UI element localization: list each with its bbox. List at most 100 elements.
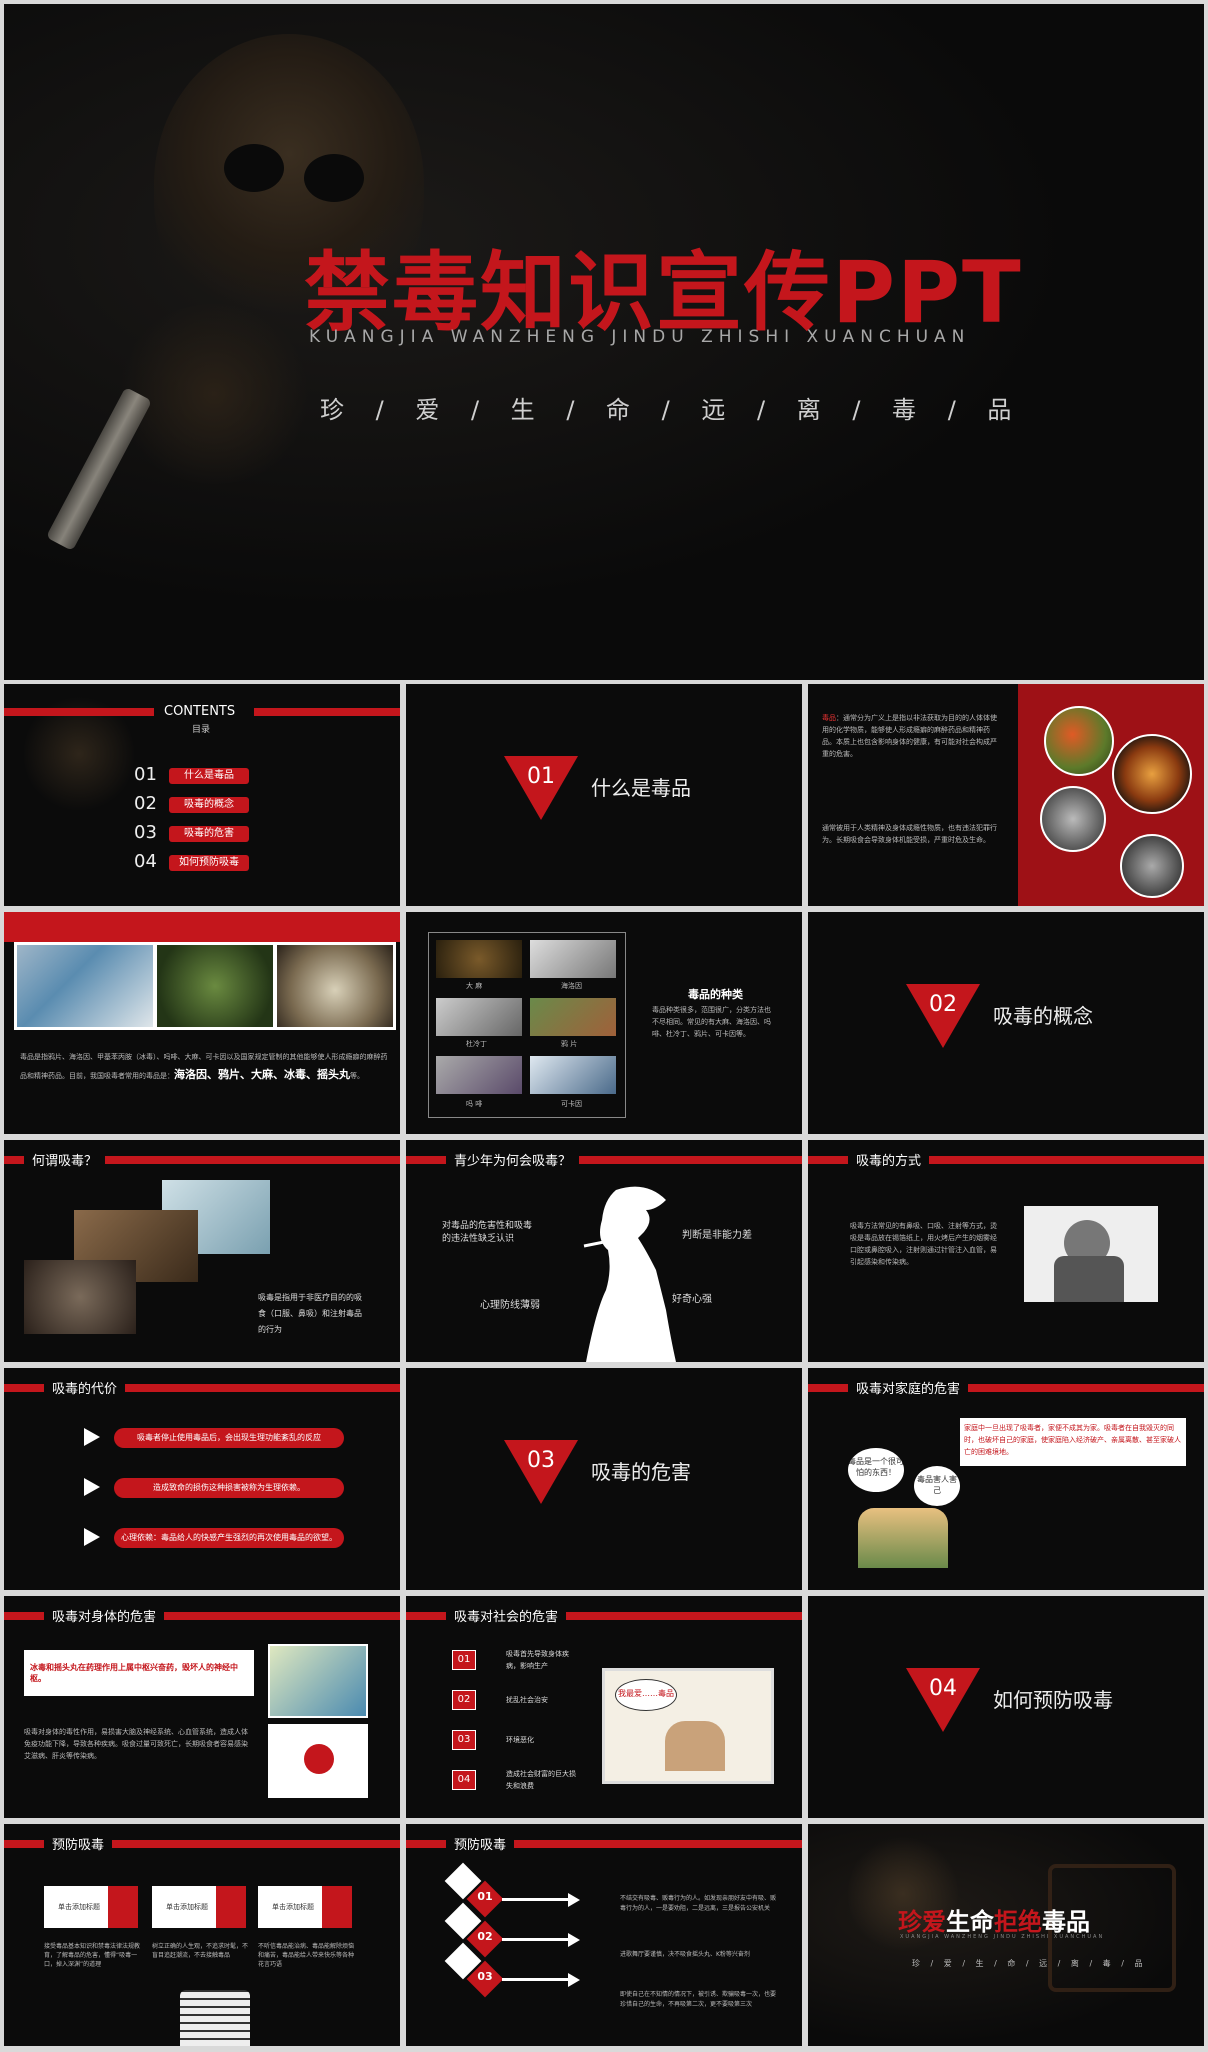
arrow-line	[502, 1898, 572, 1901]
slide-ending[interactable]: 珍爱生命拒绝毒品 XUANGJIA WANZHENG JINDU ZHISHI …	[808, 1824, 1204, 2046]
slide-section-02[interactable]: 02 吸毒的概念	[808, 912, 1204, 1134]
pinyin-subtitle: KUANGJIA WANZHENG JINDU ZHISHI XUANCHUAN	[309, 327, 971, 347]
pethidine-thumb	[436, 998, 522, 1036]
drug-stack-cartoon	[180, 1990, 250, 2046]
slide-what-is-use[interactable]: 何谓吸毒？ 吸毒是指用于非医疗目的的吸食（口服、鼻吸）和注射毒品的行为	[4, 1140, 400, 1362]
skull-eye	[224, 144, 284, 192]
slide-drug-intro[interactable]: 毒品是指鸦片、海洛因、甲基苯丙胺（冰毒）、吗啡、大麻、可卡因以及国家规定管制的其…	[4, 912, 400, 1134]
slide-youth-reasons[interactable]: 青少年为何会吸毒？ 对毒品的危害性和吸毒的违法性缺乏认识 判断是非能力差 好奇心…	[406, 1140, 802, 1362]
cost-item: 心理依赖：毒品给人的快感产生强烈的再次使用毒品的欲望。	[114, 1528, 344, 1548]
definition-text: 毒品：通常分为广义上是指以非法获取为目的的人体体使用的化学物质，能够使人形成瘾癖…	[822, 714, 997, 758]
family-text: 家庭中一旦出现了吸毒者，家便不成其为家。吸毒者在自我毁灭的同时，也破坏自己的家庭…	[960, 1418, 1186, 1466]
step-text: 不结交有吸毒、贩毒行为的人。如发现亲朋好友中有吸、贩毒行为的人，一是要劝阻，二是…	[620, 1895, 777, 1912]
section-triangle	[504, 756, 578, 820]
header-bar	[406, 1612, 802, 1620]
arrow-line	[502, 1938, 572, 1941]
opium-thumb	[530, 998, 616, 1036]
method-text: 吸毒方法常见的有鼻吸、口吸、注射等方式，烫吸是毒品放在锡箔纸上，用火烤后产生的烟…	[850, 1222, 997, 1266]
slide-society-harm[interactable]: 吸毒对社会的危害 01 吸毒首先导致身体疾病，影响生产 02 扰乱社会治安 03…	[406, 1596, 802, 1818]
slide-section-04[interactable]: 04 如何预防吸毒	[808, 1596, 1204, 1818]
contents-item[interactable]: 吸毒的概念	[169, 797, 249, 813]
section-triangle	[504, 1440, 578, 1504]
play-arrow-icon	[84, 1528, 100, 1546]
header-bar	[406, 1840, 802, 1848]
drug-powder-photo	[1112, 734, 1192, 814]
slide-header: 何谓吸毒？	[24, 1150, 106, 1169]
what-is-text: 吸毒是指用于非医疗目的的吸食（口服、鼻吸）和注射毒品的行为	[258, 1293, 362, 1334]
thumb-caption: 杜冷丁	[466, 1040, 487, 1048]
header-bar	[4, 708, 154, 716]
contents-item[interactable]: 什么是毒品	[169, 768, 249, 784]
cannabis-thumb	[436, 940, 522, 978]
slide-family-harm[interactable]: 吸毒对家庭的危害 家庭中一旦出现了吸毒者，家便不成其为家。吸毒者在自我毁灭的同时…	[808, 1368, 1204, 1590]
step-text: 即使自己在不知情的情况下，被引诱、欺骗吸毒一次，也要珍惜自己的生命，不再吸第二次…	[620, 1991, 777, 2008]
header-bar	[406, 1156, 802, 1164]
reason-label: 判断是非能力差	[682, 1230, 752, 1241]
morphine-thumb	[436, 1056, 522, 1094]
speech-bubble: 毒品害人害己	[914, 1466, 960, 1506]
contents-num: 02	[134, 793, 157, 814]
thumb-caption: 可卡因	[561, 1100, 582, 1108]
hands-photo	[24, 1260, 136, 1334]
society-num: 04	[452, 1770, 476, 1790]
slide-header: 吸毒对身体的危害	[44, 1606, 165, 1625]
prevention-card: 单击添加标题	[152, 1886, 246, 1928]
contents-num: 01	[134, 764, 157, 785]
slogan: 珍 / 爱 / 生 / 命 / 远 / 离 / 毒 / 品	[320, 396, 1024, 424]
body-harm-cartoon-1	[268, 1644, 368, 1718]
prevention-card: 单击添加标题	[44, 1886, 138, 1928]
syringe-photo	[14, 942, 156, 1030]
spoon-photo	[1040, 786, 1106, 852]
step-number: 03	[477, 1970, 493, 1983]
card-title: 单击添加标题	[272, 1903, 314, 1911]
card-text: 树立正确的人生观，不追求时髦，不盲目追赶潮流，不去接触毒品	[152, 1943, 248, 1959]
seal-stamp	[1048, 1864, 1176, 1992]
heroin-thumb	[530, 940, 616, 978]
society-label: 扰乱社会治安	[506, 1696, 548, 1704]
slide-contents[interactable]: CONTENTS 目录 01 什么是毒品 02 吸毒的概念 03 吸毒的危害 0…	[4, 684, 400, 906]
card-title: 单击添加标题	[166, 1903, 208, 1911]
smoking-silhouette	[583, 1186, 676, 1362]
contents-item[interactable]: 如何预防吸毒	[169, 855, 249, 871]
slide-section-03[interactable]: 03 吸毒的危害	[406, 1368, 802, 1590]
section-title: 吸毒的危害	[591, 1460, 691, 1484]
slide-drug-definition[interactable]: 毒品：通常分为广义上是指以非法获取为目的的人体体使用的化学物质，能够使人形成瘾癖…	[808, 684, 1204, 906]
slide-header: 预防吸毒	[446, 1834, 515, 1853]
header-bar	[4, 1612, 400, 1620]
card-title: 单击添加标题	[58, 1903, 100, 1911]
cartoon-speech: 我最爱……毒品	[615, 1679, 677, 1711]
arrow-head-icon	[568, 1893, 580, 1907]
slide-header: 青少年为何会吸毒？	[446, 1150, 580, 1169]
speech-bubble: 毒品是一个很可怕的东西！	[848, 1448, 904, 1492]
slide-use-method[interactable]: 吸毒的方式 吸毒方法常见的有鼻吸、口吸、注射等方式，烫吸是毒品放在锡箔纸上，用火…	[808, 1140, 1204, 1362]
definition-text-2: 通常被用于人类精神及身体成瘾性物质，也有违法犯罪行为。长期吸食会导致身体机能受损…	[822, 824, 997, 844]
play-arrow-icon	[84, 1478, 100, 1496]
cocaine-thumb	[530, 1056, 616, 1094]
prevention-card: 单击添加标题	[258, 1886, 352, 1928]
skull-eye	[304, 154, 364, 202]
slide-prevention-1[interactable]: 预防吸毒 单击添加标题 单击添加标题 单击添加标题 接受毒品基本知识和禁毒法律法…	[4, 1824, 400, 2046]
section-number: 04	[929, 1676, 957, 1701]
reason-label: 心理防线薄弱	[480, 1300, 540, 1311]
slide-drug-types[interactable]: 大 麻 海洛因 杜冷丁 鸦 片 吗 啡 可卡因 毒品的种类 毒品种类很多，范围很…	[406, 912, 802, 1134]
tobacco-shape	[114, 304, 314, 484]
society-num: 01	[452, 1650, 476, 1670]
society-label: 环境恶化	[506, 1736, 534, 1744]
cost-item: 吸毒者停止使用毒品后，会出现生理功能紊乱的反应	[114, 1428, 344, 1448]
slide-header: 吸毒对社会的危害	[446, 1606, 567, 1625]
contents-item[interactable]: 吸毒的危害	[169, 826, 249, 842]
slide-cost[interactable]: 吸毒的代价 吸毒者停止使用毒品后，会出现生理功能紊乱的反应 造成致命的损伤这种损…	[4, 1368, 400, 1590]
ending-title: 珍爱生命拒绝毒品	[898, 1908, 1090, 1936]
slide-section-01[interactable]: 01 什么是毒品	[406, 684, 802, 906]
slide-prevention-2[interactable]: 预防吸毒 01 02 03 不结交有吸毒、贩毒行为的人。如发现亲朋好友中有吸、贩…	[406, 1824, 802, 2046]
society-label: 吸毒首先导致身体疾病，影响生产	[506, 1650, 569, 1670]
play-arrow-icon	[84, 1428, 100, 1446]
slide-body-harm[interactable]: 吸毒对身体的危害 冰毒和摇头丸在药理作用上属中枢兴奋药，毁坏人的神经中枢。 吸毒…	[4, 1596, 400, 1818]
step-number: 01	[477, 1890, 493, 1903]
header-bar	[808, 1384, 1204, 1392]
red-band	[4, 912, 400, 942]
card-text: 接受毒品基本知识和禁毒法律法规教育，了解毒品的危害，懂得“吸毒一口，掉入深渊”的…	[44, 1943, 140, 1968]
thumb-caption: 鸦 片	[561, 1040, 578, 1048]
header-bar	[4, 1840, 400, 1848]
section-triangle	[906, 984, 980, 1048]
